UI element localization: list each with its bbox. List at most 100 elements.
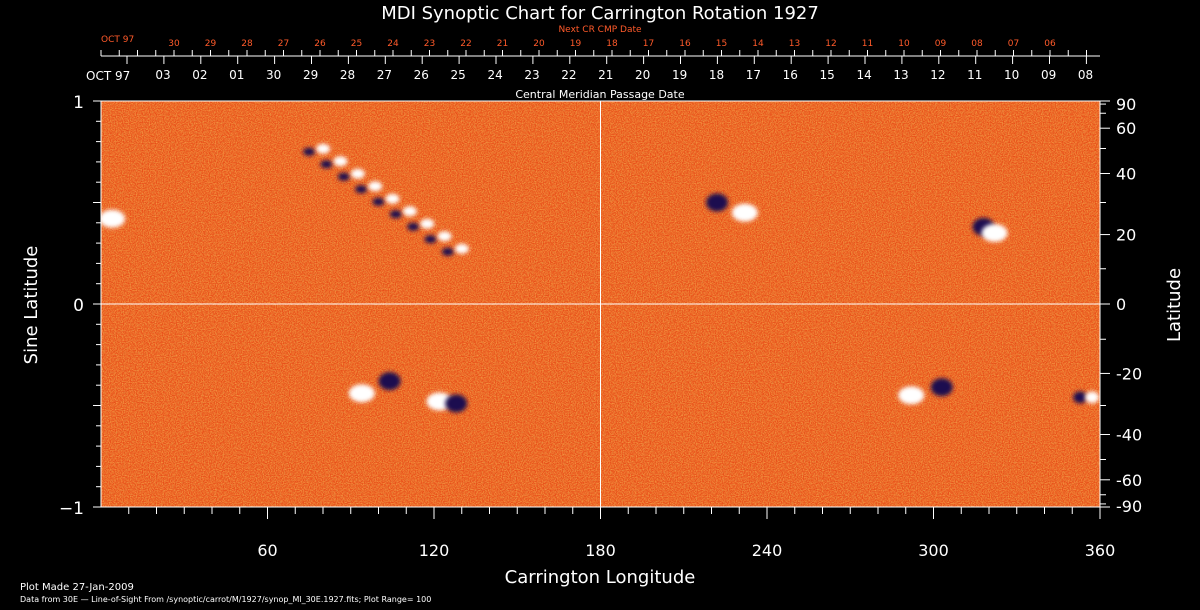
active-region-positive xyxy=(1085,391,1100,404)
next-cr-day-label: 06 xyxy=(1044,39,1056,49)
cmp-date-axis: 03 02 01 30 29 28 27 26 25 24 23 22 21 20 19 18 17 16 15 14… xyxy=(101,55,1100,82)
next-cr-day-label: 26 xyxy=(314,39,326,49)
next-cr-day-label: 27 xyxy=(278,39,289,49)
next-cr-day-label: 16 xyxy=(679,39,691,49)
cmp-day-label: 03 xyxy=(155,68,170,82)
next-cr-day-label: 12 xyxy=(825,39,836,49)
active-region-positive xyxy=(316,143,331,154)
active-region-negative xyxy=(337,172,350,181)
y-right-tick-label: 90 xyxy=(1116,95,1136,114)
y-right-tick-label: -90 xyxy=(1116,497,1142,516)
next-cr-day-label: 19 xyxy=(570,39,582,49)
y-left-tick-label: 1 xyxy=(73,93,84,113)
plot-made-text: Plot Made 27-Jan-2009 xyxy=(20,582,134,593)
cmp-day-label: 27 xyxy=(377,68,392,82)
active-region-positive xyxy=(402,206,417,217)
cmp-day-label: 14 xyxy=(856,68,871,82)
active-region-positive xyxy=(368,181,383,192)
next-cr-axis: 30 29 28 27 26 25 24 23 22 21 20 19 18 17 16 15 14 13 12 11… xyxy=(100,39,1100,57)
active-region-negative xyxy=(407,222,420,231)
active-region-positive xyxy=(898,386,925,405)
active-region-positive xyxy=(437,231,452,242)
active-region-negative xyxy=(445,394,468,413)
active-region-negative xyxy=(303,147,316,156)
next-cr-day-label: 25 xyxy=(351,39,362,49)
next-cr-day-label: 17 xyxy=(643,39,654,49)
x-axis-label: Carrington Longitude xyxy=(505,567,696,588)
y-left-tick-label: 0 xyxy=(73,296,84,316)
cmp-day-label: 17 xyxy=(746,68,761,82)
cmp-day-label: 20 xyxy=(635,68,650,82)
next-cr-day-label: 11 xyxy=(862,39,873,49)
active-region-positive xyxy=(333,156,348,167)
cmp-day-label: 26 xyxy=(414,68,429,82)
y-right-tick-label: -60 xyxy=(1116,471,1142,490)
active-region-negative xyxy=(320,160,333,169)
next-cr-day-label: 21 xyxy=(497,39,508,49)
cmp-day-label: 08 xyxy=(1078,68,1093,82)
next-cr-day-label: 09 xyxy=(935,39,947,49)
cmp-day-label: 09 xyxy=(1041,68,1056,82)
cmp-day-label: 29 xyxy=(303,68,318,82)
next-cr-day-label: 28 xyxy=(241,39,253,49)
active-region-negative xyxy=(441,247,454,256)
x-tick-label: 60 xyxy=(257,541,277,560)
active-region-positive xyxy=(420,218,435,229)
active-region-positive xyxy=(981,223,1008,242)
chart-title: MDI Synoptic Chart for Carrington Rotati… xyxy=(381,3,819,24)
active-region-negative xyxy=(424,235,437,244)
cmp-day-label: 22 xyxy=(561,68,576,82)
next-cr-day-label: 30 xyxy=(168,39,180,49)
next-cr-day-label: 18 xyxy=(606,39,618,49)
cmp-day-label: 11 xyxy=(967,68,982,82)
next-cr-month: OCT 97 xyxy=(101,35,134,45)
next-cr-day-label: 07 xyxy=(1008,39,1019,49)
cmp-month: OCT 97 xyxy=(86,69,130,83)
y-right-tick-label: 40 xyxy=(1116,165,1136,184)
active-region-negative xyxy=(706,193,729,212)
x-tick-label: 180 xyxy=(585,541,616,560)
y-axis-left: 1 0 −1 xyxy=(59,93,101,519)
y-right-tick-label: 60 xyxy=(1116,119,1136,138)
next-cr-day-label: 10 xyxy=(898,39,910,49)
cmp-day-label: 25 xyxy=(451,68,466,82)
x-axis: 60 120 180 240 300 360 xyxy=(128,507,1115,560)
y-right-tick-label: 0 xyxy=(1116,295,1126,314)
active-region-negative xyxy=(389,210,402,219)
x-tick-label: 240 xyxy=(752,541,783,560)
active-region-negative xyxy=(372,197,385,206)
active-region-positive xyxy=(348,384,375,403)
y-right-tick-label: -40 xyxy=(1116,425,1142,444)
cmp-day-label: 18 xyxy=(709,68,724,82)
cmp-day-label: 30 xyxy=(266,68,281,82)
cmp-day-label: 15 xyxy=(820,68,835,82)
cmp-day-label: 10 xyxy=(1004,68,1019,82)
y-left-tick-label: −1 xyxy=(59,499,84,519)
next-cr-day-label: 14 xyxy=(752,39,764,49)
cmp-day-label: 01 xyxy=(229,68,244,82)
active-region-positive xyxy=(101,209,126,228)
cmp-label: Central Meridian Passage Date xyxy=(515,88,684,101)
next-cr-day-label: 20 xyxy=(533,39,545,49)
next-cr-day-label: 22 xyxy=(460,39,471,49)
active-region-positive xyxy=(350,168,365,179)
cmp-day-label: 16 xyxy=(783,68,798,82)
grid-lines xyxy=(101,101,1100,507)
next-cr-day-label: 08 xyxy=(971,39,983,49)
active-region-positive xyxy=(454,243,469,254)
active-region-negative xyxy=(930,378,953,397)
x-tick-label: 120 xyxy=(419,541,450,560)
cmp-day-label: 23 xyxy=(524,68,539,82)
cmp-day-label: 24 xyxy=(487,68,502,82)
active-region-positive xyxy=(385,193,400,204)
y-axis-right: 90 60 40 20 0 -20 -40 -60 -90 xyxy=(1100,95,1142,516)
x-tick-label: 300 xyxy=(918,541,949,560)
cmp-day-label: 28 xyxy=(340,68,355,82)
y-axis-right-label: Latitude xyxy=(1164,268,1185,342)
next-cr-day-label: 13 xyxy=(789,39,800,49)
y-right-tick-label: 20 xyxy=(1116,226,1136,245)
next-cr-day-label: 23 xyxy=(424,39,435,49)
active-region-negative xyxy=(355,185,368,194)
cmp-day-label: 21 xyxy=(598,68,613,82)
